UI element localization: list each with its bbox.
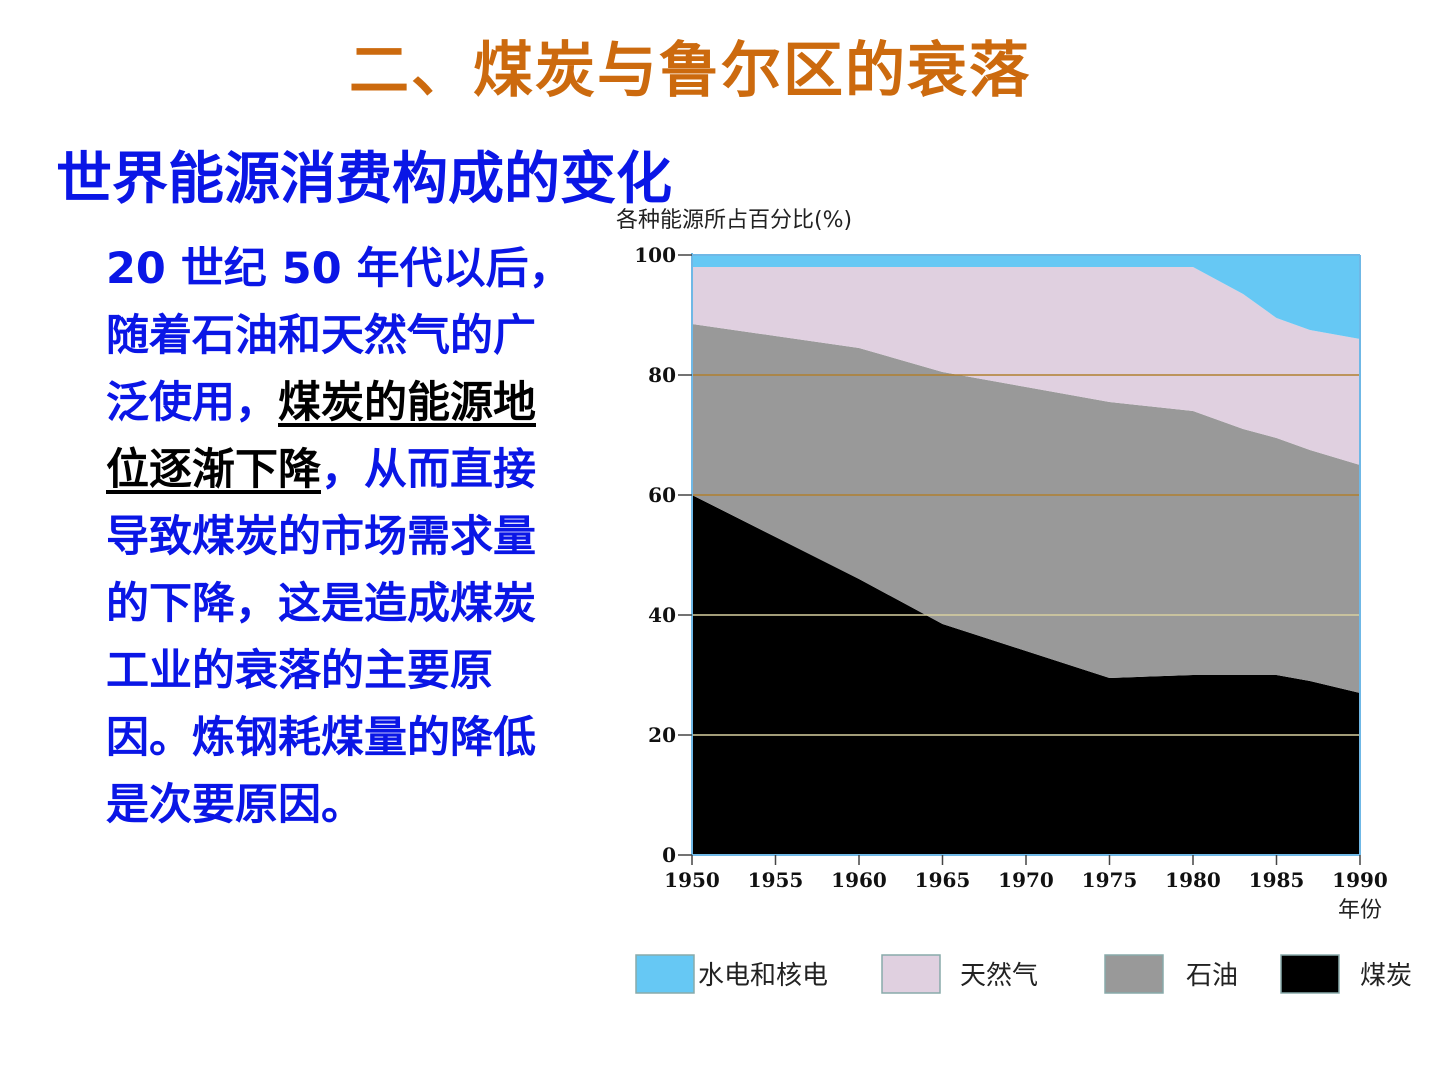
y-tick-label-2: 40 [648, 603, 676, 627]
body-text: 20 世纪 50 年代以后，随着石油和天然气的广泛使用，煤炭的能源地位逐渐下降，… [106, 236, 576, 839]
y-tick-label-5: 100 [634, 243, 676, 267]
x-tick-label-2: 1960 [831, 868, 887, 892]
y-tick-label-4: 80 [648, 363, 676, 387]
x-tick-label-7: 1985 [1249, 868, 1305, 892]
body-text-part1: 20 世纪 50 年代以后，随着石油和天然气的广泛使用， [106, 244, 572, 428]
x-tick-label-6: 1980 [1165, 868, 1221, 892]
x-tick-label-1: 1955 [748, 868, 804, 892]
area-series-2 [692, 267, 1360, 465]
area-series-0 [692, 495, 1360, 855]
legend-label-3: 煤炭 [1360, 961, 1412, 991]
x-axis-title: 年份 [1338, 898, 1382, 923]
x-tick-label-8: 1990 [1332, 868, 1388, 892]
legend-label-0: 水电和核电 [698, 961, 828, 991]
x-tick-label-4: 1970 [998, 868, 1054, 892]
x-tick-label-3: 1965 [915, 868, 971, 892]
x-tick-label-5: 1975 [1082, 868, 1138, 892]
area-series-1 [692, 324, 1360, 693]
legend-swatch-2 [1104, 954, 1164, 994]
slide-title: 二、煤炭与鲁尔区的衰落 [349, 36, 1031, 106]
section-title: 世界能源消费构成的变化 [56, 147, 672, 212]
y-tick-label-0: 0 [662, 843, 676, 867]
legend-swatch-1 [881, 954, 941, 994]
legend-swatch-0 [635, 954, 695, 994]
legend-label-1: 天然气 [960, 961, 1038, 991]
x-tick-label-0: 1950 [664, 868, 720, 892]
area-series-3 [692, 255, 1360, 339]
body-text-part3: ，从而直接导致煤炭的市场需求量的下降，这是造成煤炭工业的衰落的主要原因。炼钢耗煤… [106, 445, 536, 830]
y-tick-label-1: 20 [648, 723, 676, 747]
y-axis-title: 各种能源所占百分比(%) [616, 208, 852, 233]
legend-label-2: 石油 [1186, 961, 1238, 991]
y-tick-label-3: 60 [648, 483, 676, 507]
legend-swatch-3 [1280, 954, 1340, 994]
body-text-underlined: 煤炭的能源地位逐渐下降 [106, 378, 536, 495]
